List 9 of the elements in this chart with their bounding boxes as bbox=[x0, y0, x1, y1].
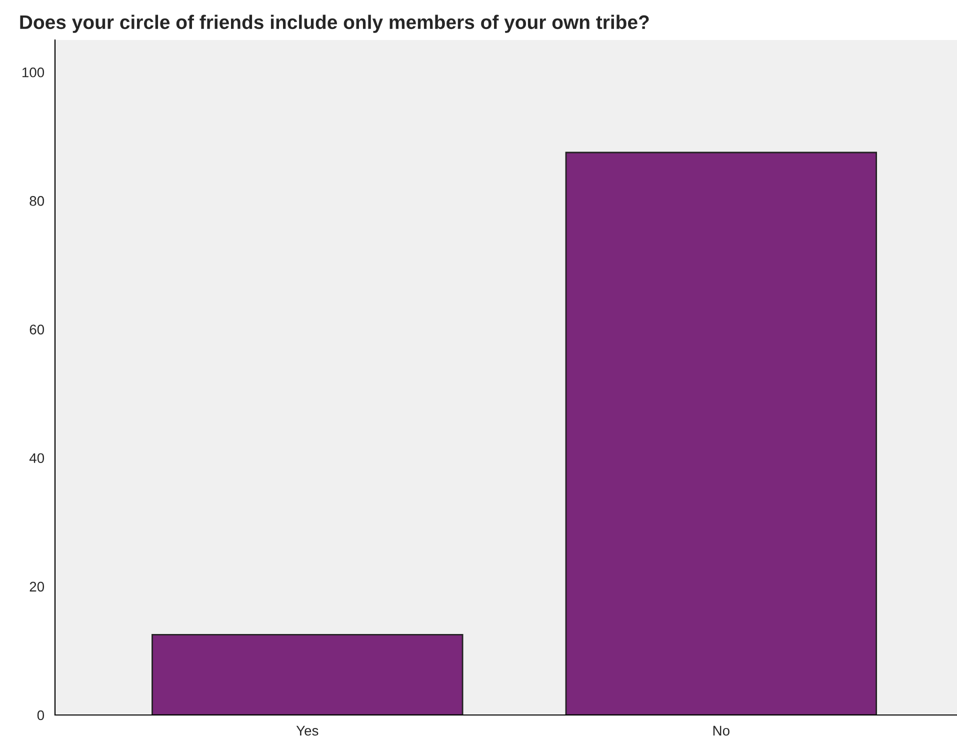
x-tick-label: No bbox=[713, 726, 730, 736]
y-tick-label: 40 bbox=[29, 453, 44, 464]
x-tick-label: Yes bbox=[296, 726, 318, 736]
y-tick-label: 0 bbox=[37, 710, 44, 720]
chart-title: Does your circle of friends include only members of your own tribe? bbox=[20, 14, 649, 33]
y-tick-label: 20 bbox=[30, 582, 44, 592]
y-tick-label: 60 bbox=[30, 324, 44, 334]
y-tick-label: 80 bbox=[30, 196, 44, 206]
y-tick-label: 100 bbox=[22, 67, 44, 78]
